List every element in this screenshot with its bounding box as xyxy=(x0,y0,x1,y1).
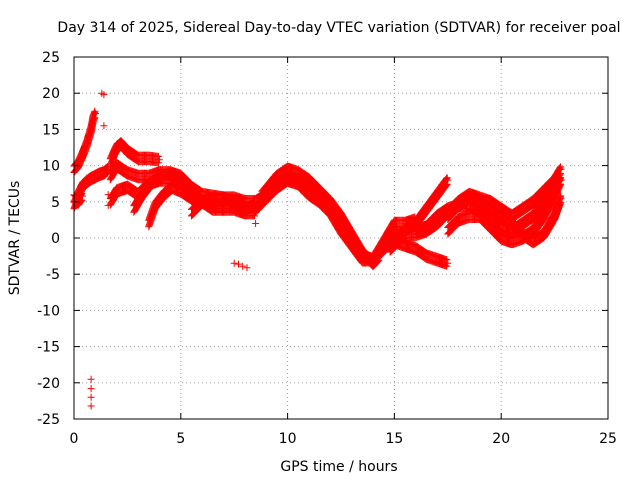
y-tick-label: 20 xyxy=(42,86,60,102)
series-track-f xyxy=(188,191,249,220)
data-point xyxy=(79,192,86,200)
y-tick-label: -20 xyxy=(37,376,60,392)
y-tick-label: 0 xyxy=(51,231,60,247)
data-point xyxy=(241,198,249,206)
x-tick-label: 0 xyxy=(70,431,79,447)
data-point xyxy=(154,159,162,167)
data-point xyxy=(251,212,258,220)
x-tick-label: 5 xyxy=(176,431,185,447)
y-tick-label: -10 xyxy=(37,303,60,319)
x-tick-label: 10 xyxy=(279,431,297,447)
data-point xyxy=(155,156,163,164)
y-axis-label: SDTVAR / TECUs xyxy=(7,181,23,296)
y-tick-label: 10 xyxy=(42,159,60,175)
y-tick-label: -15 xyxy=(37,340,60,356)
scatter-points xyxy=(70,89,565,410)
data-point xyxy=(155,176,163,184)
data-point xyxy=(77,191,85,199)
x-tick-label: 15 xyxy=(385,431,403,447)
x-tick-label: 20 xyxy=(492,431,510,447)
data-point xyxy=(155,170,163,178)
data-point xyxy=(77,197,85,205)
y-tick-label: -25 xyxy=(37,412,60,428)
data-point xyxy=(78,196,86,204)
y-tick-label: 15 xyxy=(42,122,60,138)
data-point xyxy=(77,190,85,198)
x-axis-label: GPS time / hours xyxy=(280,459,397,475)
y-tick-label: 5 xyxy=(51,195,60,211)
y-tick-label: -5 xyxy=(46,267,60,283)
data-point xyxy=(240,195,248,202)
x-tick-label: 25 xyxy=(599,431,617,447)
series-track-a xyxy=(106,137,163,169)
series-track-d xyxy=(130,167,195,216)
chart-title: Day 314 of 2025, Sidereal Day-to-day VTE… xyxy=(57,20,620,36)
data-point xyxy=(240,201,248,209)
y-tick-label: 25 xyxy=(42,50,60,66)
data-point xyxy=(102,170,110,178)
data-point xyxy=(91,110,99,117)
data-point xyxy=(154,152,162,160)
